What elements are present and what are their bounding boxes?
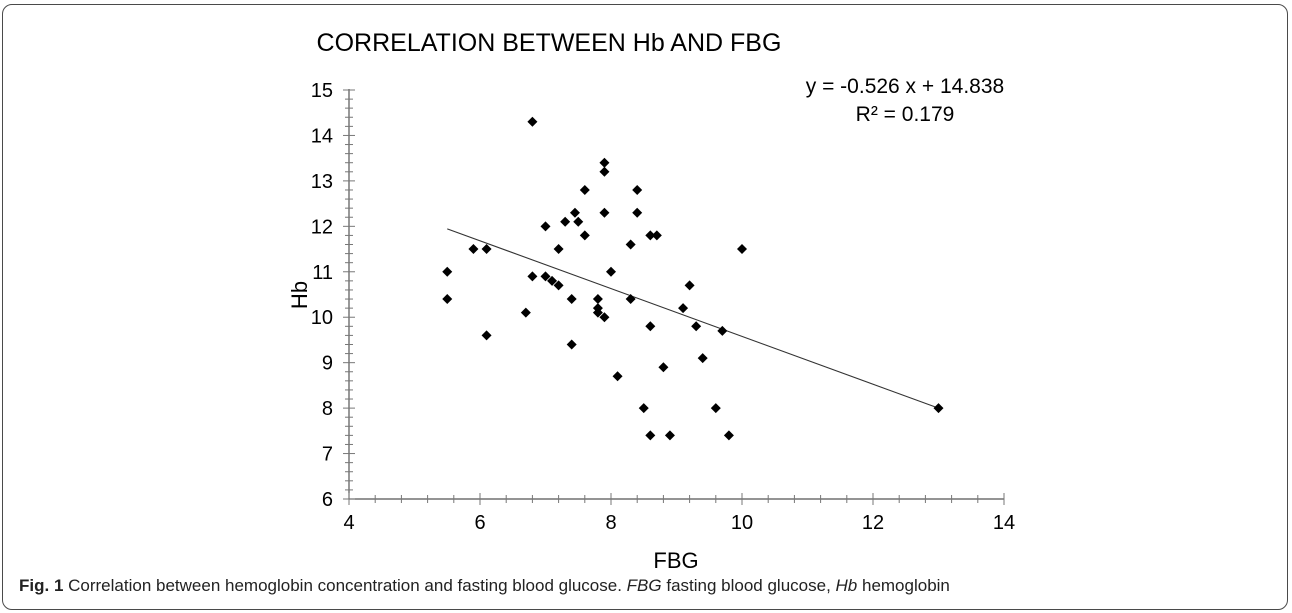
data-point xyxy=(599,157,610,168)
data-point xyxy=(527,116,538,127)
data-point xyxy=(540,271,551,282)
trendline-group xyxy=(447,228,939,409)
y-tick-label: 12 xyxy=(311,216,333,238)
data-point xyxy=(606,266,616,277)
data-point xyxy=(560,216,571,227)
y-axis-label: Hb xyxy=(287,281,312,309)
y-tick-label: 13 xyxy=(311,171,333,193)
trendline xyxy=(447,228,939,409)
data-point xyxy=(645,321,656,332)
y-tick-label: 7 xyxy=(322,444,333,466)
figure-caption: Fig. 1 Correlation between hemoglobin co… xyxy=(19,576,950,596)
data-point xyxy=(579,184,590,195)
data-point xyxy=(599,166,610,177)
data-points xyxy=(442,116,944,441)
data-point xyxy=(684,280,695,291)
data-point xyxy=(527,271,538,282)
data-point xyxy=(569,207,580,218)
data-point xyxy=(651,230,662,241)
data-point xyxy=(547,275,558,286)
y-tick-label: 14 xyxy=(311,125,333,147)
x-tick-label: 12 xyxy=(862,512,884,534)
trendline-equation: y = -0.526 x + 14.838 xyxy=(806,75,1004,98)
caption-figure-label: Fig. 1 xyxy=(19,576,64,595)
data-point xyxy=(625,294,636,305)
data-point xyxy=(442,266,453,277)
caption-abbr-hb: Hb xyxy=(835,576,858,595)
data-point xyxy=(553,244,564,255)
data-point xyxy=(592,294,603,305)
caption-text-2: fasting blood glucose, xyxy=(661,576,836,595)
scatter-chart: CORRELATION BETWEEN Hb AND FBG 6 7 8 9 10 11 1… xyxy=(287,29,1015,573)
data-point xyxy=(645,430,656,441)
caption-abbr-fbg: FBG xyxy=(626,576,662,595)
data-point xyxy=(632,207,643,218)
data-point xyxy=(481,244,492,255)
data-point xyxy=(691,321,702,332)
figure-frame: CORRELATION BETWEEN Hb AND FBG 6 7 8 9 10 11 1… xyxy=(2,4,1288,610)
trendline-r-squared: R² = 0.179 xyxy=(856,103,955,126)
data-point xyxy=(737,244,747,255)
data-point xyxy=(468,244,479,255)
data-point xyxy=(645,230,656,241)
data-point xyxy=(697,353,708,364)
data-point xyxy=(933,403,944,414)
data-point xyxy=(612,371,623,382)
data-point xyxy=(579,230,590,241)
caption-text-3: hemoglobin xyxy=(857,576,950,595)
data-point xyxy=(566,339,577,350)
data-point xyxy=(723,430,734,441)
y-tick-label: 6 xyxy=(322,489,333,511)
y-tick-label: 9 xyxy=(322,353,333,375)
data-point xyxy=(553,280,564,291)
y-tick-label: 8 xyxy=(322,398,333,420)
x-tick-label: 10 xyxy=(731,512,753,534)
x-tick-label: 6 xyxy=(474,512,485,534)
data-point xyxy=(599,312,610,323)
y-tick-label: 11 xyxy=(312,262,333,284)
chart-title: CORRELATION BETWEEN Hb AND FBG xyxy=(317,29,782,57)
data-point xyxy=(540,221,551,232)
data-point xyxy=(599,207,610,218)
x-tick-label: 4 xyxy=(343,512,354,534)
data-point xyxy=(638,403,649,414)
data-point xyxy=(632,184,643,195)
data-point xyxy=(658,362,669,373)
data-point xyxy=(678,303,689,314)
data-point xyxy=(566,294,577,305)
data-point xyxy=(442,294,453,305)
data-point xyxy=(710,403,721,414)
data-point xyxy=(520,307,531,318)
data-point xyxy=(717,325,728,336)
data-point xyxy=(592,307,603,318)
data-point xyxy=(625,239,636,250)
x-tick-label: 8 xyxy=(605,512,616,534)
y-tick-label: 10 xyxy=(311,307,333,329)
data-point xyxy=(573,216,584,227)
data-point xyxy=(481,330,492,341)
data-point xyxy=(664,430,675,441)
y-tick-label: 15 xyxy=(311,80,333,102)
x-axis-label: FBG xyxy=(653,548,698,573)
caption-text-1: Correlation between hemoglobin concentra… xyxy=(63,576,627,595)
x-tick-label: 14 xyxy=(993,512,1015,534)
